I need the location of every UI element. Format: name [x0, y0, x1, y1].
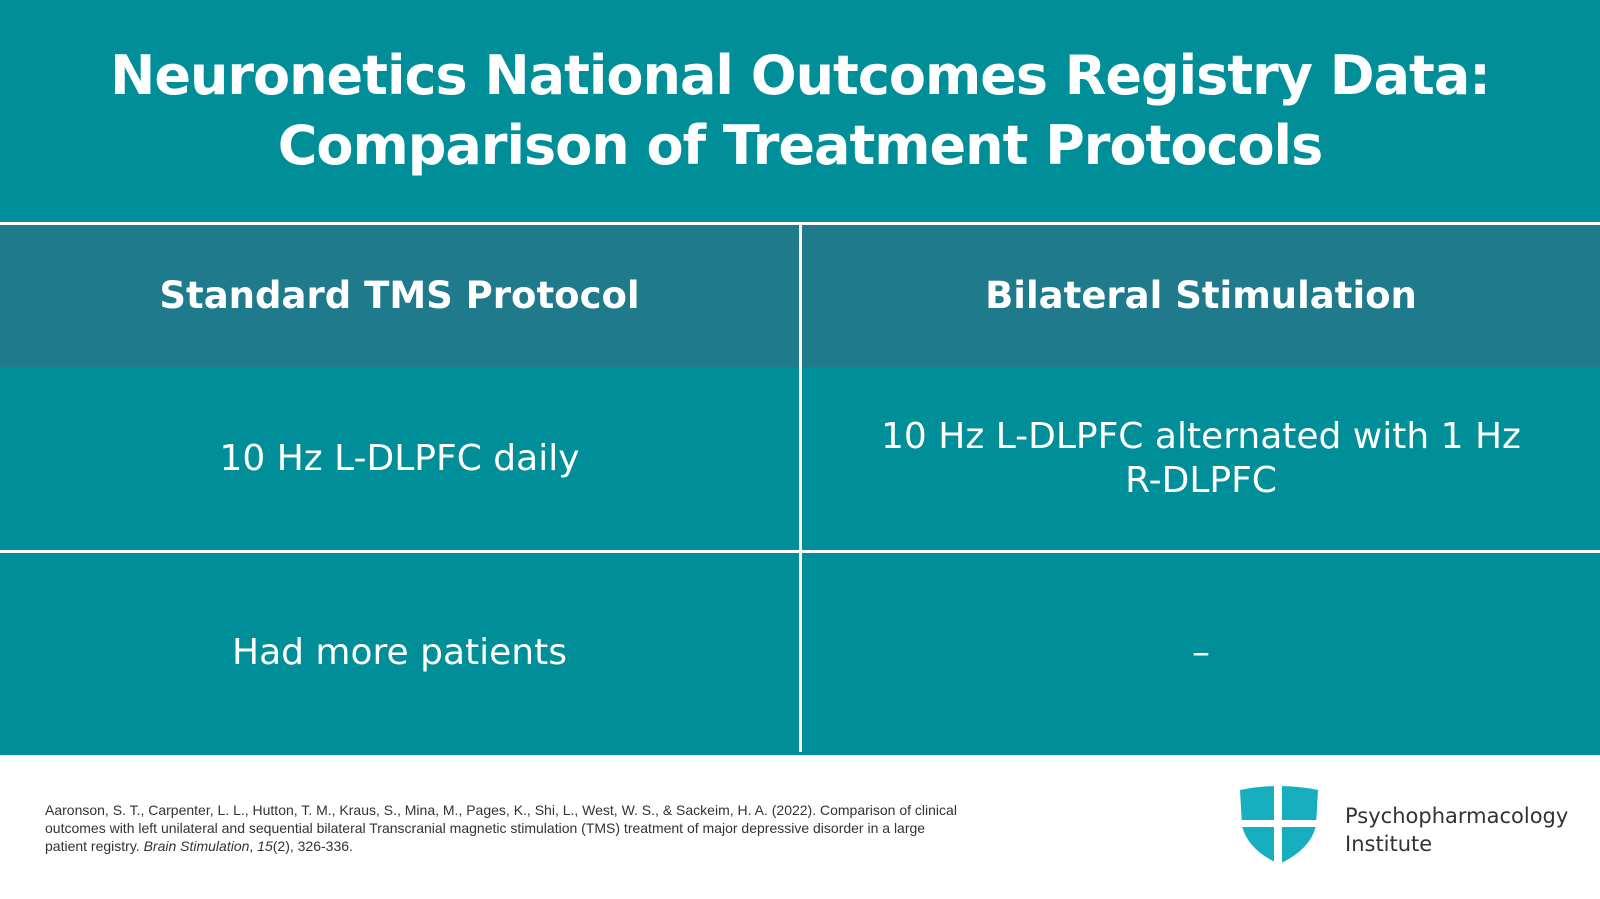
title-line: Neuronetics National Outcomes Registry D…	[110, 44, 1491, 107]
citation: Aaronson, S. T., Carpenter, L. L., Hutto…	[45, 801, 965, 855]
citation-text: Aaronson, S. T., Carpenter, L. L., Hutto…	[45, 802, 957, 854]
title-band: Neuronetics National Outcomes Registry D…	[0, 0, 1600, 222]
volume: 15	[257, 838, 273, 854]
cell: 10 Hz L-DLPFC daily	[219, 437, 580, 479]
logo-line: Institute	[1345, 832, 1433, 856]
citation-text: (2), 326-336.	[272, 838, 353, 854]
logo-shield	[1238, 786, 1320, 866]
table: Standard TMS Protocol Bilateral Stimulat…	[0, 222, 1600, 755]
journal: Brain Stimulation	[143, 838, 250, 854]
cell: Had more patients	[0, 550, 799, 752]
citation-text: ,	[249, 838, 258, 854]
cell: 10 Hz L-DLPFC alternated with 1 Hz R-DLP…	[799, 367, 1600, 550]
header-cell: Bilateral Stimulation	[799, 225, 1600, 367]
logo-text: Psychopharmacology Institute	[1345, 802, 1568, 858]
title-line: Comparison of Treatment Protocols	[277, 114, 1323, 177]
cell: –	[799, 550, 1600, 752]
header-cell: Standard TMS Protocol	[0, 225, 799, 367]
logo-line: Psychopharmacology	[1345, 804, 1569, 828]
